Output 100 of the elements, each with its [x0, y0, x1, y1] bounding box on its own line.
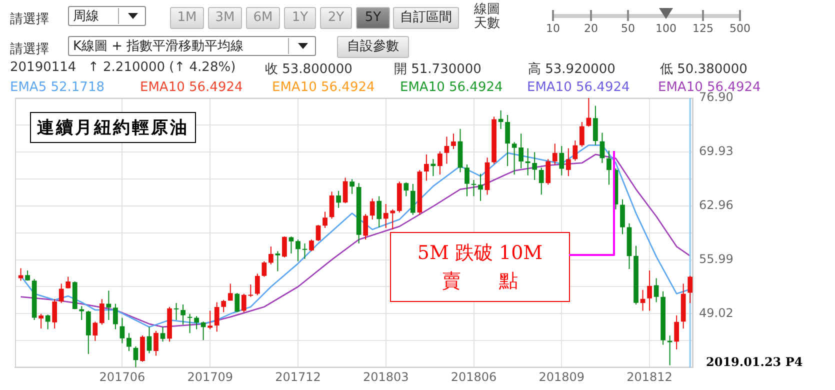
candlestick	[552, 143, 558, 166]
candlestick	[350, 178, 354, 194]
y-tick-label: 49.02	[699, 306, 734, 320]
candlestick	[288, 236, 294, 254]
candlestick	[586, 98, 592, 128]
candlestick	[532, 152, 538, 180]
candlestick	[600, 132, 605, 164]
text: 自訂區間	[393, 7, 459, 29]
candlestick	[336, 190, 341, 208]
y-tick-label: 62.96	[699, 198, 734, 212]
candlestick	[160, 326, 166, 342]
candlestick	[376, 196, 382, 228]
candlestick	[86, 310, 91, 355]
candlestick	[302, 242, 308, 260]
candlestick	[154, 330, 158, 356]
x-tick-label: 201803	[362, 370, 409, 384]
candlestick	[647, 270, 652, 312]
candlestick	[620, 198, 625, 235]
text: 開 51.730000	[394, 61, 482, 78]
text: 3M	[208, 7, 242, 29]
candlestick	[113, 303, 118, 330]
candlestick	[538, 167, 544, 196]
text: 100	[654, 22, 678, 35]
candlestick	[174, 302, 179, 321]
candlestick	[92, 321, 98, 342]
candlestick	[404, 182, 409, 197]
candlestick	[566, 148, 571, 177]
legend-label: EMA10 56.4924	[140, 80, 243, 95]
candlestick	[580, 121, 584, 148]
candlestick	[471, 180, 476, 197]
candlestick	[45, 314, 50, 330]
candlestick	[282, 236, 287, 258]
candlestick	[52, 298, 58, 330]
text: 自設參數	[337, 36, 409, 58]
x-tick-label: 201806	[450, 370, 497, 384]
text: 低 50.380000	[660, 61, 748, 78]
candlestick	[221, 299, 226, 313]
y-tick-label: 69.93	[699, 144, 734, 158]
candlestick	[525, 148, 530, 176]
candlestick	[329, 191, 334, 220]
text: 10	[545, 22, 561, 35]
text: 50	[620, 22, 636, 35]
text: 高 53.920000	[528, 61, 616, 78]
text: K線圖 + 指數平滑移動平均線	[68, 36, 316, 56]
annotation: 5M 跌破 10M 賣 點	[416, 241, 544, 294]
candlestick	[99, 298, 104, 326]
x-tick-label: 201706	[99, 370, 146, 384]
x-tick-label: 201712	[275, 370, 321, 384]
candlestick	[505, 114, 510, 167]
candlestick	[208, 310, 213, 330]
candlestick	[296, 239, 300, 262]
text: 1M	[170, 7, 204, 29]
y-tick-label: 55.99	[699, 252, 734, 266]
text: 2019.01.23 P4	[706, 355, 803, 369]
candlestick	[214, 302, 220, 332]
candlestick	[363, 214, 368, 240]
x-tick-label: 201709	[187, 370, 233, 384]
candlestick	[126, 332, 132, 352]
candlestick	[498, 110, 504, 130]
text: 20190114	[10, 60, 76, 75]
candlestick	[18, 268, 24, 282]
candlestick	[606, 150, 612, 186]
text: 連續月紐約輕原油	[30, 112, 196, 143]
candlestick	[79, 306, 84, 321]
candlestick	[370, 198, 375, 220]
candlestick	[200, 321, 206, 341]
candlestick	[187, 313, 192, 334]
text: 500	[728, 22, 752, 35]
text: 請選擇	[10, 11, 49, 28]
text: 請選擇	[10, 41, 49, 58]
candlestick	[268, 246, 274, 265]
candlestick	[640, 289, 646, 312]
candlestick	[559, 145, 564, 176]
text: 收 53.800000	[265, 61, 352, 78]
candlestick	[275, 250, 280, 272]
candlestick	[674, 314, 680, 350]
text: EMA5 52.1718	[10, 80, 104, 95]
x-tick-label: 201809	[538, 370, 585, 384]
candlestick	[228, 283, 233, 302]
text: 2Y	[320, 7, 352, 29]
candlestick	[478, 173, 483, 202]
text: 20	[583, 22, 599, 35]
candlestick	[546, 158, 551, 186]
candlestick	[464, 164, 470, 197]
candlestick	[316, 224, 321, 242]
candlestick	[262, 260, 267, 278]
text: 1Y	[284, 7, 316, 29]
text: 周線	[68, 6, 146, 26]
text: ↑ 2.210000 (↑ 4.28%)	[88, 60, 236, 75]
candlestick	[593, 105, 598, 146]
candlestick	[58, 283, 64, 304]
candlestick	[120, 317, 125, 344]
text: 125	[692, 22, 714, 35]
candlestick	[410, 183, 416, 216]
candlestick	[572, 140, 578, 162]
candlestick	[38, 313, 44, 330]
candlestick	[451, 133, 456, 150]
candlestick	[654, 278, 659, 303]
candlestick	[234, 292, 240, 313]
candlestick	[309, 239, 314, 252]
